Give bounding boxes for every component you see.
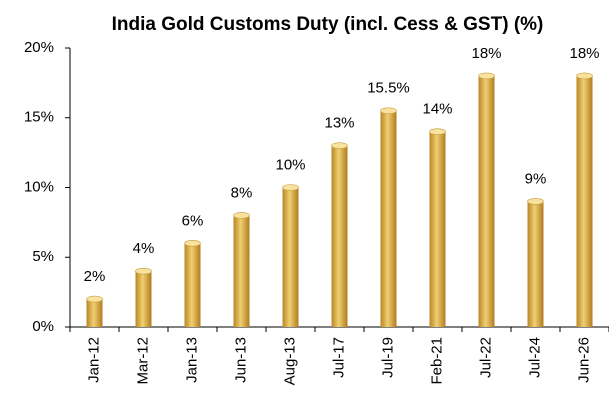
bar [282,187,299,327]
bar [478,75,495,328]
bar [86,299,103,327]
x-tick-label: Jul-17 [330,337,347,378]
y-tick-label: 5% [32,248,54,265]
data-label: 13% [324,115,354,132]
bar-cap [527,198,544,205]
y-tick-label: 0% [32,318,54,335]
bar-cap [86,295,103,303]
x-tick-label: Jan-12 [85,337,102,383]
data-label: 6% [182,212,204,229]
bar [380,110,397,328]
x-tick-label: Feb-21 [428,337,445,385]
data-label: 18% [569,45,599,62]
x-tick-label: Jan-13 [183,337,200,383]
y-tick-label: 10% [24,178,54,195]
bar-cap [184,240,201,247]
bar-cap [331,142,348,149]
bar-cap [576,72,593,80]
x-tick-label: Jul-22 [477,337,494,378]
bar-cap [380,107,397,115]
y-tick-label: 15% [24,109,54,126]
data-label: 8% [231,184,253,201]
data-label: 9% [525,170,547,187]
x-tick-label: Jul-24 [526,337,543,378]
x-tick-label: Mar-12 [134,337,151,385]
bar [331,145,348,327]
bar [184,243,201,327]
bar [576,75,593,328]
bar [135,271,152,327]
y-tick-label: 20% [24,39,54,56]
bar [527,201,544,327]
x-tick-label: Aug-13 [281,337,298,385]
x-tick-label: Jun-13 [232,337,249,383]
bar-cap [233,212,250,219]
bar-cap [429,128,446,135]
bar-cap [135,267,152,275]
chart-title: India Gold Customs Duty (incl. Cess & GS… [111,14,544,35]
bar-cap [478,72,495,80]
bar-cap [282,184,299,191]
data-label: 18% [471,45,501,62]
x-tick-label: Jul-19 [379,337,396,378]
data-label: 2% [84,268,106,285]
data-label: 14% [422,101,452,118]
bar [429,131,446,327]
bar [233,215,250,327]
x-tick-label: Jun-26 [575,337,592,383]
data-label: 10% [275,156,305,173]
data-label: 15.5% [367,80,410,97]
data-label: 4% [133,240,155,257]
